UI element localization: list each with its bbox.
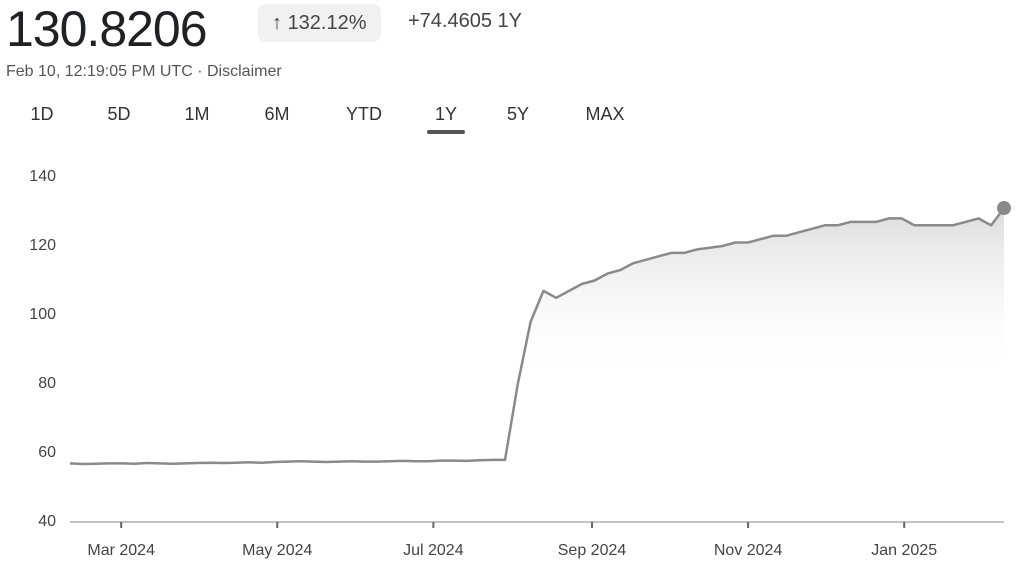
- change-percent: ↑ 132.12%: [258, 4, 381, 42]
- y-tick-label: 60: [38, 444, 56, 461]
- y-tick-label: 80: [38, 375, 56, 392]
- y-tick-label: 40: [38, 513, 56, 530]
- y-tick-label: 140: [29, 168, 56, 185]
- last-point: [997, 201, 1011, 216]
- x-tick-label: Jul 2024: [403, 542, 464, 559]
- timestamp: Feb 10, 12:19:05 PM UTC: [6, 63, 193, 80]
- range-tab[interactable]: 5Y: [506, 104, 530, 124]
- range-tab[interactable]: MAX: [585, 104, 625, 124]
- y-tick-label: 120: [29, 237, 56, 254]
- x-tick-label: May 2024: [242, 542, 312, 559]
- change-percent-value: 132.12%: [287, 12, 367, 34]
- range-tab[interactable]: 1Y: [426, 104, 466, 134]
- separator: ·: [197, 63, 203, 80]
- y-tick-label: 100: [29, 306, 56, 323]
- timestamp-row: Feb 10, 12:19:05 PM UTC · Disclaimer: [6, 63, 282, 81]
- disclaimer[interactable]: Disclaimer: [207, 63, 282, 80]
- range-tab[interactable]: 1D: [30, 104, 54, 124]
- change-value: +74.4605 1Y: [408, 10, 522, 33]
- x-tick-label: Mar 2024: [87, 542, 155, 559]
- line: [69, 207, 1006, 466]
- range-tab[interactable]: 5D: [107, 104, 131, 124]
- x-tick-label: Nov 2024: [714, 542, 783, 559]
- x-tick-label: Jan 2025: [871, 542, 937, 559]
- change-period: 1Y: [497, 10, 523, 32]
- x-tick-label: Sep 2024: [558, 542, 627, 559]
- change-amount: +74.4605: [408, 10, 492, 32]
- range-tab[interactable]: 6M: [264, 104, 290, 124]
- price: 130.8206: [6, 1, 208, 57]
- area: [70, 208, 1004, 522]
- range-tab[interactable]: YTD: [346, 104, 382, 124]
- range-tab[interactable]: 1M: [184, 104, 210, 124]
